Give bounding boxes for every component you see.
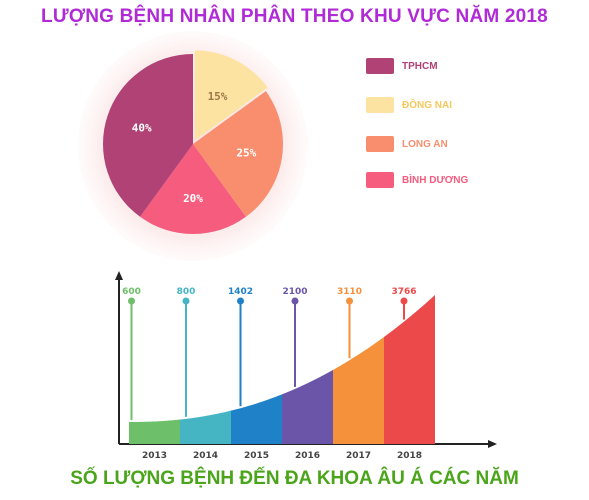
area-segment: [333, 336, 384, 444]
x-tick-label: 2017: [346, 451, 371, 461]
area-chart-title: SỐ LƯỢNG BỆNH ĐẾN ĐA KHOA ÂU Á CÁC NĂM: [70, 468, 519, 489]
data-label: 2100: [282, 287, 307, 297]
value-pin-head: [400, 297, 408, 305]
value-pin-head: [128, 297, 135, 305]
x-tick-label: 2013: [142, 451, 167, 461]
x-tick-label: 2018: [397, 451, 422, 461]
legend-swatch: [366, 136, 394, 152]
legend-label: BÌNH DƯƠNG: [402, 175, 469, 186]
area-segment: [180, 410, 231, 444]
x-tick-label: 2016: [295, 451, 320, 461]
value-pin-head: [237, 297, 244, 305]
pie-slice-label: 40%: [132, 121, 152, 134]
x-tick-label: 2014: [193, 451, 218, 461]
data-label: 3766: [391, 287, 416, 297]
value-pin-head: [182, 297, 190, 305]
area-segment: [129, 419, 180, 444]
pie-slice: [194, 50, 268, 141]
pie-slice: [193, 91, 283, 217]
legend-label: TPHCM: [402, 61, 438, 72]
area-segment: [282, 369, 333, 444]
pie-chart-title: LƯỢNG BỆNH NHÂN PHÂN THEO KHU VỰC NĂM 20…: [41, 6, 548, 27]
area-chart: 2013 600 2014 800 2015 1402 2016 2100 2017 3110 20…: [115, 271, 497, 461]
data-label: 600: [122, 287, 141, 297]
area-segment: [384, 295, 435, 444]
y-axis-arrow: [115, 271, 123, 280]
value-pin-head: [291, 297, 299, 305]
legend-swatch: [366, 58, 394, 74]
x-axis-arrow: [488, 440, 497, 448]
data-label: 800: [177, 287, 196, 297]
x-tick-label: 2015: [244, 451, 269, 461]
value-pin-head: [346, 297, 353, 305]
data-label: 1402: [228, 287, 253, 297]
area-segment: [231, 394, 282, 444]
data-label: 3110: [337, 287, 362, 297]
pie-chart: 15% 25% 20% 40%: [103, 50, 283, 234]
pie-slice: [140, 144, 246, 234]
legend-swatch: [366, 172, 394, 188]
legend-swatch: [366, 97, 394, 113]
legend-label: LONG AN: [402, 139, 448, 150]
pie-slice-label: 25%: [236, 146, 256, 159]
legend-label: ĐỒNG NAI: [402, 100, 452, 111]
pie-slice-label: 15%: [208, 90, 228, 103]
pie-slice-label: 20%: [183, 192, 203, 205]
pie-slice: [103, 54, 193, 217]
